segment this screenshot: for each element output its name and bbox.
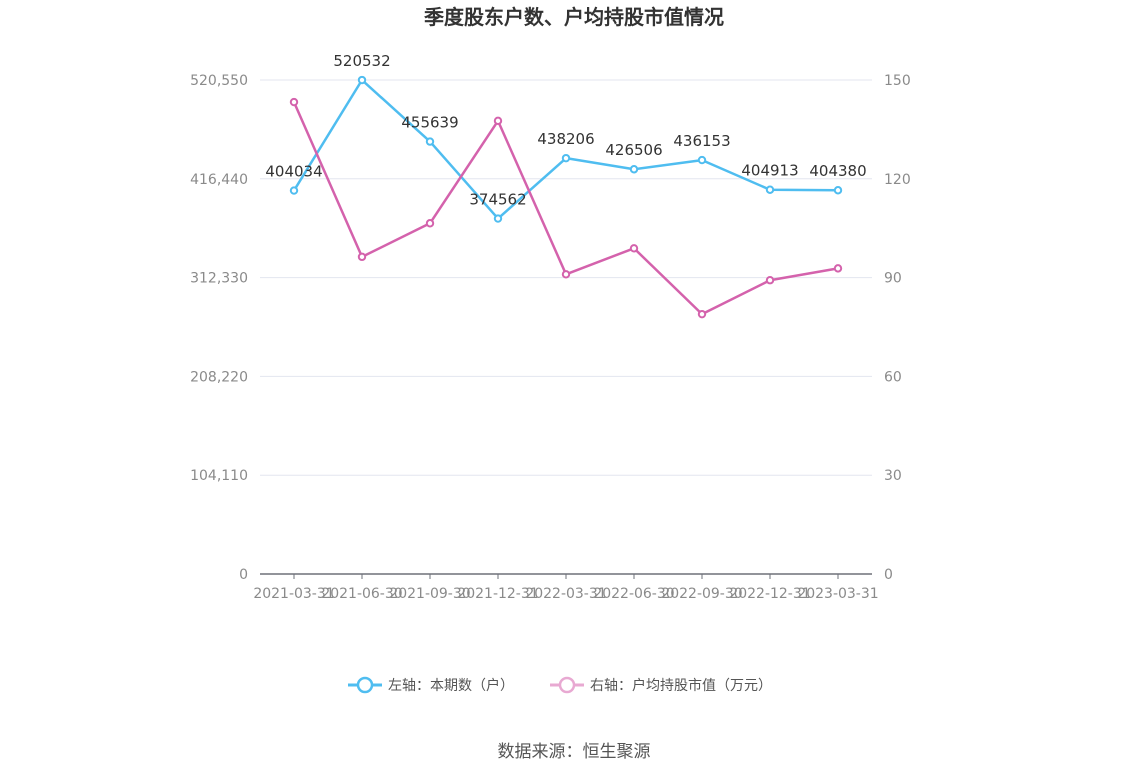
series-line-0 — [292, 78, 839, 220]
data-point[interactable] — [765, 185, 775, 194]
x-tick-label: 2022-09-30 — [661, 586, 742, 602]
x-tick-label: 2021-09-30 — [389, 586, 470, 602]
legend-item-left[interactable]: 左轴：本期数（户） — [348, 676, 514, 694]
data-point[interactable] — [629, 165, 639, 174]
data-label: 520532 — [333, 52, 390, 70]
x-tick-label: 2023-03-31 — [797, 586, 878, 602]
data-point[interactable] — [561, 270, 571, 279]
chart-title: 季度股东户数、户均持股市值情况 — [423, 5, 724, 29]
data-point[interactable] — [833, 186, 843, 195]
y-left-tick-label: 312,330 — [190, 271, 248, 287]
x-tick-label: 2021-03-31 — [253, 586, 334, 602]
y-right-tick-label: 0 — [884, 567, 893, 583]
x-tick-label: 2022-06-30 — [593, 586, 674, 602]
y-right-tick-label: 30 — [884, 468, 902, 484]
data-point[interactable] — [833, 264, 843, 273]
legend-item-right[interactable]: 右轴：户均持股市值（万元） — [550, 676, 772, 694]
x-tick-label: 2022-03-31 — [525, 586, 606, 602]
data-point[interactable] — [289, 186, 299, 195]
data-label: 374562 — [469, 191, 526, 209]
legend-label-left: 左轴：本期数（户） — [388, 677, 514, 694]
series-layer — [289, 75, 843, 319]
axes: 0 0 104,110 30 208,220 60 312,330 90 416,440 120 5… — [190, 73, 911, 602]
data-label: 404034 — [265, 163, 322, 181]
x-tick-label: 2021-06-30 — [321, 586, 402, 602]
data-label: 404913 — [741, 162, 798, 180]
data-point[interactable] — [357, 252, 367, 262]
y-left-tick-label: 416,440 — [190, 172, 248, 188]
data-point[interactable] — [697, 155, 707, 165]
data-point[interactable] — [697, 309, 707, 319]
data-labels: 404034 520532 455639 374562 438206 426506 4361… — [265, 52, 866, 209]
legend-marker-left — [356, 676, 374, 694]
data-label: 426506 — [605, 141, 662, 159]
data-point[interactable] — [561, 153, 571, 163]
y-left-tick-label: 0 — [239, 567, 248, 583]
data-point[interactable] — [765, 276, 775, 285]
data-label: 455639 — [401, 114, 458, 132]
data-point[interactable] — [629, 244, 639, 253]
data-point[interactable] — [425, 137, 435, 146]
y-right-tick-label: 60 — [884, 369, 902, 385]
data-label: 436153 — [673, 132, 730, 150]
data-label: 438206 — [537, 130, 594, 148]
y-left-tick-label: 104,110 — [190, 468, 248, 484]
data-point[interactable] — [493, 116, 503, 126]
legend[interactable]: 左轴：本期数（户） 右轴：户均持股市值（万元） — [348, 676, 772, 694]
x-tick-label: 2022-12-31 — [729, 586, 810, 602]
y-left-tick-label: 208,220 — [190, 369, 248, 385]
y-right-tick-label: 150 — [884, 73, 911, 89]
data-point[interactable] — [357, 75, 367, 85]
data-point[interactable] — [425, 219, 435, 228]
data-point[interactable] — [493, 214, 503, 223]
y-right-tick-label: 120 — [884, 172, 911, 188]
legend-marker-right — [558, 676, 576, 694]
x-tick-label: 2021-12-31 — [457, 586, 538, 602]
data-point[interactable] — [289, 97, 299, 107]
data-source: 数据来源：恒生聚源 — [498, 742, 651, 762]
data-label: 404380 — [809, 162, 866, 180]
y-left-tick-label: 520,550 — [190, 73, 248, 89]
y-right-tick-label: 90 — [884, 271, 902, 287]
legend-label-right: 右轴：户均持股市值（万元） — [590, 677, 772, 694]
